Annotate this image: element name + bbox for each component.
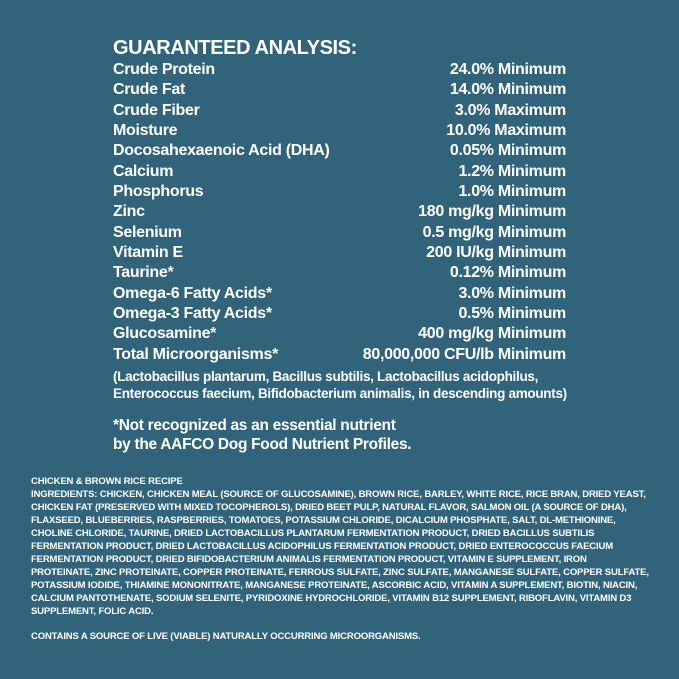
analysis-row: Omega-6 Fatty Acids* 3.0% Minimum: [113, 284, 566, 304]
analysis-row: Omega-3 Fatty Acids* 0.5% Minimum: [113, 304, 566, 324]
nutrient-value: 3.0% Minimum: [458, 284, 566, 302]
nutrient-label: Vitamin E: [113, 244, 183, 262]
nutrient-value: 200 IU/kg Minimum: [426, 244, 566, 262]
aafco-footnote: *Not recognized as an essential nutrient…: [113, 416, 412, 454]
nutrient-label: Crude Protein: [113, 61, 215, 78]
nutrient-value: 3.0% Maximum: [454, 101, 566, 119]
nutrient-label: Zinc: [113, 203, 145, 221]
analysis-row: Phosphorus 1.0% Minimum: [113, 182, 566, 202]
analysis-row: Vitamin E 200 IU/kg Minimum: [113, 243, 566, 263]
nutrient-label: Docosahexaenoic Acid (DHA): [113, 142, 330, 160]
nutrient-value: 10.0% Maximum: [446, 122, 566, 140]
microorganisms-note-line-2: Enterococcus faecium, Bifidobacterium an…: [113, 385, 567, 401]
ingredients-list: CHICKEN, CHICKEN MEAL (SOURCE OF GLUCOSA…: [31, 489, 649, 617]
ingredients-paragraph: INGREDIENTS: CHICKEN, CHICKEN MEAL (SOUR…: [31, 488, 649, 618]
analysis-row: Total Microorganisms* 80,000,000 CFU/lb …: [113, 345, 566, 365]
analysis-row: Docosahexaenoic Acid (DHA) 0.05% Minimum: [113, 141, 566, 161]
small-print-section: CHICKEN & BROWN RICE RECIPE INGREDIENTS:…: [31, 475, 649, 643]
nutrient-value: 0.5% Minimum: [458, 305, 566, 323]
microorganisms-note-line-1: (Lactobacillus plantarum, Bacillus subti…: [113, 369, 539, 384]
nutrient-value: 400 mg/kg Minimum: [418, 325, 566, 343]
analysis-row: Crude Fat 14.0% Minimum: [113, 80, 566, 100]
aafco-footnote-line-1: *Not recognized as an essential nutrient: [113, 417, 396, 434]
analysis-row: Glucosamine* 400 mg/kg Minimum: [113, 324, 566, 344]
nutrient-label: Omega-3 Fatty Acids*: [113, 305, 272, 323]
nutrient-label: Omega-6 Fatty Acids*: [113, 284, 272, 302]
nutrient-value: 24.0% Minimum: [449, 61, 566, 78]
nutrient-label: Calcium: [113, 162, 174, 180]
recipe-name: CHICKEN & BROWN RICE RECIPE: [31, 476, 183, 487]
analysis-row: Taurine* 0.12% Minimum: [113, 263, 566, 283]
microorganisms-note: (Lactobacillus plantarum, Bacillus subti…: [113, 369, 613, 402]
analysis-row: Calcium 1.2% Minimum: [113, 162, 566, 182]
nutrient-label: Phosphorus: [113, 183, 204, 201]
ingredients-label: INGREDIENTS:: [31, 489, 98, 500]
nutrient-value: 1.2% Minimum: [458, 162, 566, 180]
nutrient-label: Taurine*: [113, 264, 174, 282]
nutrient-label: Crude Fat: [113, 81, 185, 99]
analysis-row: Crude Protein 24.0% Minimum: [113, 60, 566, 80]
analysis-row: Zinc 180 mg/kg Minimum: [113, 202, 566, 222]
analysis-row: Moisture 10.0% Maximum: [113, 121, 566, 141]
nutrient-value: 0.5 mg/kg Minimum: [422, 223, 567, 241]
nutrient-value: 80,000,000 CFU/lb Minimum: [362, 345, 567, 363]
analysis-row: Crude Fiber 3.0% Maximum: [113, 101, 566, 121]
nutrient-value: 14.0% Minimum: [449, 81, 566, 99]
nutrient-value: 1.0% Minimum: [458, 183, 566, 201]
nutrient-label: Moisture: [113, 122, 178, 140]
nutrient-label: Selenium: [113, 223, 182, 241]
nutrient-value: 0.12% Minimum: [449, 264, 566, 282]
analysis-table: Crude Protein 24.0% Minimum Crude Fat 14…: [113, 60, 566, 365]
nutrient-value: 180 mg/kg Minimum: [418, 203, 566, 221]
nutrient-label: Glucosamine*: [113, 325, 217, 343]
analysis-row: Selenium 0.5 mg/kg Minimum: [113, 223, 566, 243]
nutrient-value: 0.05% Minimum: [449, 142, 566, 160]
nutrient-label: Crude Fiber: [113, 101, 200, 119]
contains-statement: CONTAINS A SOURCE OF LIVE (VIABLE) NATUR…: [31, 631, 421, 642]
nutrient-label: Total Microorganisms*: [113, 345, 278, 363]
guaranteed-analysis-title: GUARANTEED ANALYSIS:: [113, 37, 357, 59]
aafco-footnote-line-2: by the AAFCO Dog Food Nutrient Profiles.: [113, 436, 412, 453]
